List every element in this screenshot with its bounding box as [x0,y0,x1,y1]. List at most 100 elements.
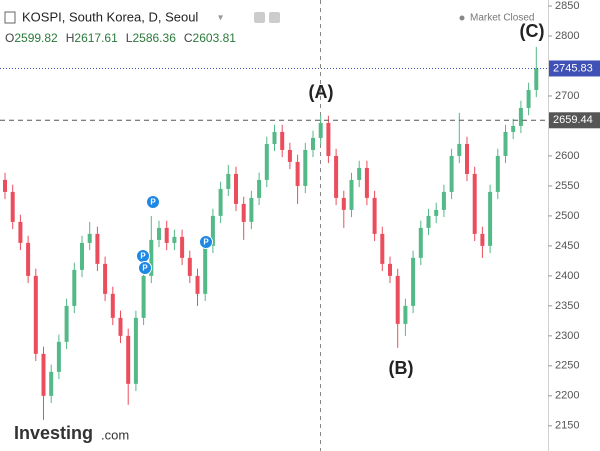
ohlc-label: H [66,31,75,45]
price-label-box [549,112,600,129]
candle-body [380,233,385,264]
price-label: 2745.83 [553,62,593,74]
event-marker [199,235,213,249]
ohlc-label: L [126,31,133,45]
candle-body [141,275,146,318]
logo-main: Investing [14,423,93,443]
candle-body [334,155,339,198]
candle-body [49,371,54,396]
symbol-icon [4,11,16,24]
candle-body [103,263,108,294]
candle-body [210,215,215,246]
y-tick-label: 2200 [555,390,579,402]
candle-body [149,239,154,276]
candle-body [41,353,46,396]
status-dot [459,15,465,21]
y-tick-label: 2800 [555,30,579,42]
candle-body [472,173,477,234]
event-label: P [150,198,156,207]
event-label: P [142,264,148,273]
candle-body [495,155,500,192]
candle-body [503,131,508,156]
candle-body [33,275,38,354]
price-label: 2659.44 [553,114,593,126]
candle-body [133,317,138,384]
y-tick-label: 2550 [555,180,579,192]
candle-body [303,149,308,186]
candle-body [164,227,169,243]
candle-body [441,191,446,210]
candle-body [95,233,100,264]
candle-body [234,173,238,204]
candle-body [56,341,61,372]
y-tick-label: 2250 [555,360,579,372]
candle-body [403,305,408,324]
candle-body [218,188,223,216]
candle-body [372,197,377,234]
event-marker [146,195,160,209]
y-tick-label: 2850 [555,0,579,12]
event-label: P [203,238,209,247]
candle-body [64,305,69,342]
candle-body [172,236,177,243]
candle-body [511,125,516,132]
candle-body [3,179,7,192]
logo-suffix: .com [101,427,129,442]
gear-icon[interactable] [269,12,280,23]
ohlc-label: C [184,31,193,45]
candle-body [226,173,231,189]
candle-body [80,242,84,270]
ohlc-value: 2599.82 [14,31,58,45]
candle-body [364,167,369,198]
ohlc-value: 2603.81 [193,31,237,45]
candle-body [118,317,123,336]
candle-body [434,209,439,216]
candle-body [426,215,431,228]
y-tick-label: 2600 [555,150,579,162]
candle-body [195,275,200,294]
candle-body [157,227,161,240]
dropdown-icon: ▾ [218,13,223,24]
candle-body [264,143,269,180]
candle-body [395,275,400,324]
candle-body [457,143,462,156]
market-status: Market Closed [470,13,534,24]
candle-body [110,293,115,318]
candle-body [518,107,523,126]
wave-label: (B) [389,358,414,378]
settings-icon[interactable] [254,12,265,23]
event-marker [138,261,152,275]
candle-body [26,242,31,276]
candle-body [241,203,246,222]
y-tick-label: 2300 [555,330,579,342]
candle-body [203,245,208,294]
candle-body [126,335,131,384]
candle-body [526,89,531,108]
candle-body [341,197,346,210]
plot-area [3,46,539,420]
candle-body [72,269,77,306]
candle-body [418,227,423,258]
candle-body [349,179,354,210]
candle-body [10,191,15,222]
candle-body [272,131,277,144]
candle-body [534,68,539,90]
y-tick-label: 2400 [555,270,579,282]
y-tick-label: 2350 [555,300,579,312]
chart-title: KOSPI, South Korea, D, Seoul [22,9,198,24]
candle-body [87,233,92,243]
y-tick-label: 2500 [555,210,579,222]
candle-body [326,122,331,156]
candle-body [295,161,300,186]
candle-body [449,155,454,192]
candle-body [257,179,262,198]
candle-body [18,221,23,243]
candle-body [187,257,192,276]
candle-body [280,131,285,150]
ohlc-value: 2617.61 [74,31,118,45]
candle-body [465,143,469,174]
wave-label: (C) [520,21,545,41]
ohlc-label: O [5,31,14,45]
